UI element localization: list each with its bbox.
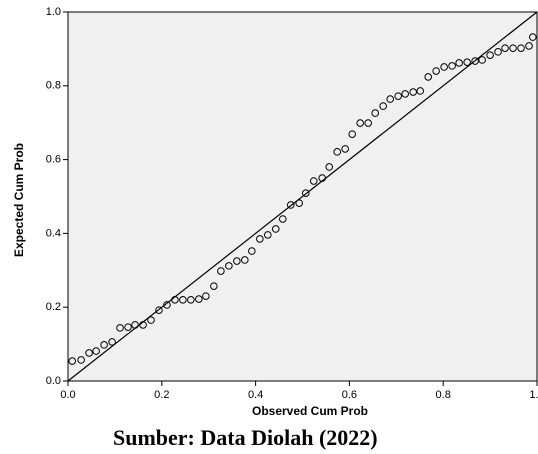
y-axis-label: Expected Cum Prob	[12, 143, 26, 257]
point	[116, 324, 124, 332]
point	[309, 177, 318, 185]
x-tick-label: 1.0	[529, 389, 538, 401]
point	[471, 57, 479, 65]
point	[364, 119, 372, 127]
y-tick-label: 1.0	[46, 6, 61, 18]
point	[108, 338, 116, 346]
reference-line	[67, 11, 538, 382]
x-tick-label: 0.6	[342, 389, 357, 401]
point	[318, 174, 326, 182]
y-tick-label: 0.0	[46, 375, 61, 387]
point	[271, 225, 280, 233]
point	[301, 189, 310, 197]
point	[528, 33, 537, 41]
point	[279, 215, 287, 223]
point	[124, 323, 132, 331]
y-tick-label: 0.6	[46, 154, 61, 166]
point	[386, 95, 395, 103]
point	[217, 267, 225, 275]
point	[325, 163, 334, 171]
x-tick-label: 0.2	[154, 389, 169, 401]
point	[424, 73, 432, 81]
point	[100, 341, 108, 349]
point	[171, 296, 179, 304]
point	[371, 109, 379, 117]
point	[509, 44, 517, 52]
point	[68, 357, 77, 365]
point	[494, 48, 502, 56]
point	[77, 356, 85, 364]
point	[195, 295, 203, 303]
point	[356, 119, 364, 127]
point	[263, 231, 272, 239]
x-tick-label: 0.0	[60, 389, 75, 401]
point	[139, 321, 147, 329]
point	[241, 256, 249, 264]
point	[463, 58, 471, 66]
point	[295, 199, 304, 207]
point	[432, 67, 440, 75]
x-axis-label: Observed Cum Prob	[252, 404, 368, 418]
point	[179, 296, 187, 304]
point	[256, 235, 264, 243]
point	[517, 44, 525, 52]
y-tick-label: 0.8	[46, 80, 61, 92]
point	[455, 59, 463, 67]
point	[248, 247, 256, 255]
point	[92, 347, 100, 355]
point	[348, 130, 357, 138]
point	[379, 102, 387, 110]
point	[210, 282, 218, 290]
point	[163, 301, 171, 309]
point	[341, 145, 349, 153]
point	[394, 92, 402, 100]
point	[409, 88, 417, 96]
point	[187, 296, 195, 304]
point	[286, 201, 295, 209]
point	[501, 44, 509, 52]
point	[202, 292, 210, 300]
point	[416, 87, 425, 95]
point	[401, 90, 410, 98]
y-tick-label: 0.4	[46, 227, 61, 239]
point	[486, 51, 494, 59]
point	[85, 349, 93, 357]
point	[233, 257, 241, 265]
point	[131, 321, 139, 329]
x-tick-label: 0.4	[248, 389, 263, 401]
x-tick-label: 0.8	[436, 389, 451, 401]
caption: Sumber: Data Diolah (2022)	[113, 425, 378, 450]
point	[155, 306, 163, 314]
point	[448, 62, 456, 70]
point	[440, 63, 448, 71]
y-tick-label: 0.2	[46, 301, 61, 313]
point	[225, 262, 233, 270]
point	[333, 148, 342, 156]
point	[478, 56, 486, 64]
point	[147, 316, 155, 324]
point	[525, 42, 533, 50]
